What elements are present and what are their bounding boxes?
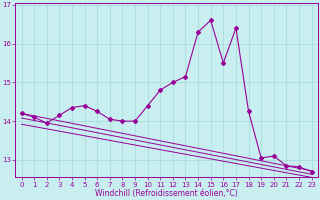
X-axis label: Windchill (Refroidissement éolien,°C): Windchill (Refroidissement éolien,°C) [95,189,238,198]
